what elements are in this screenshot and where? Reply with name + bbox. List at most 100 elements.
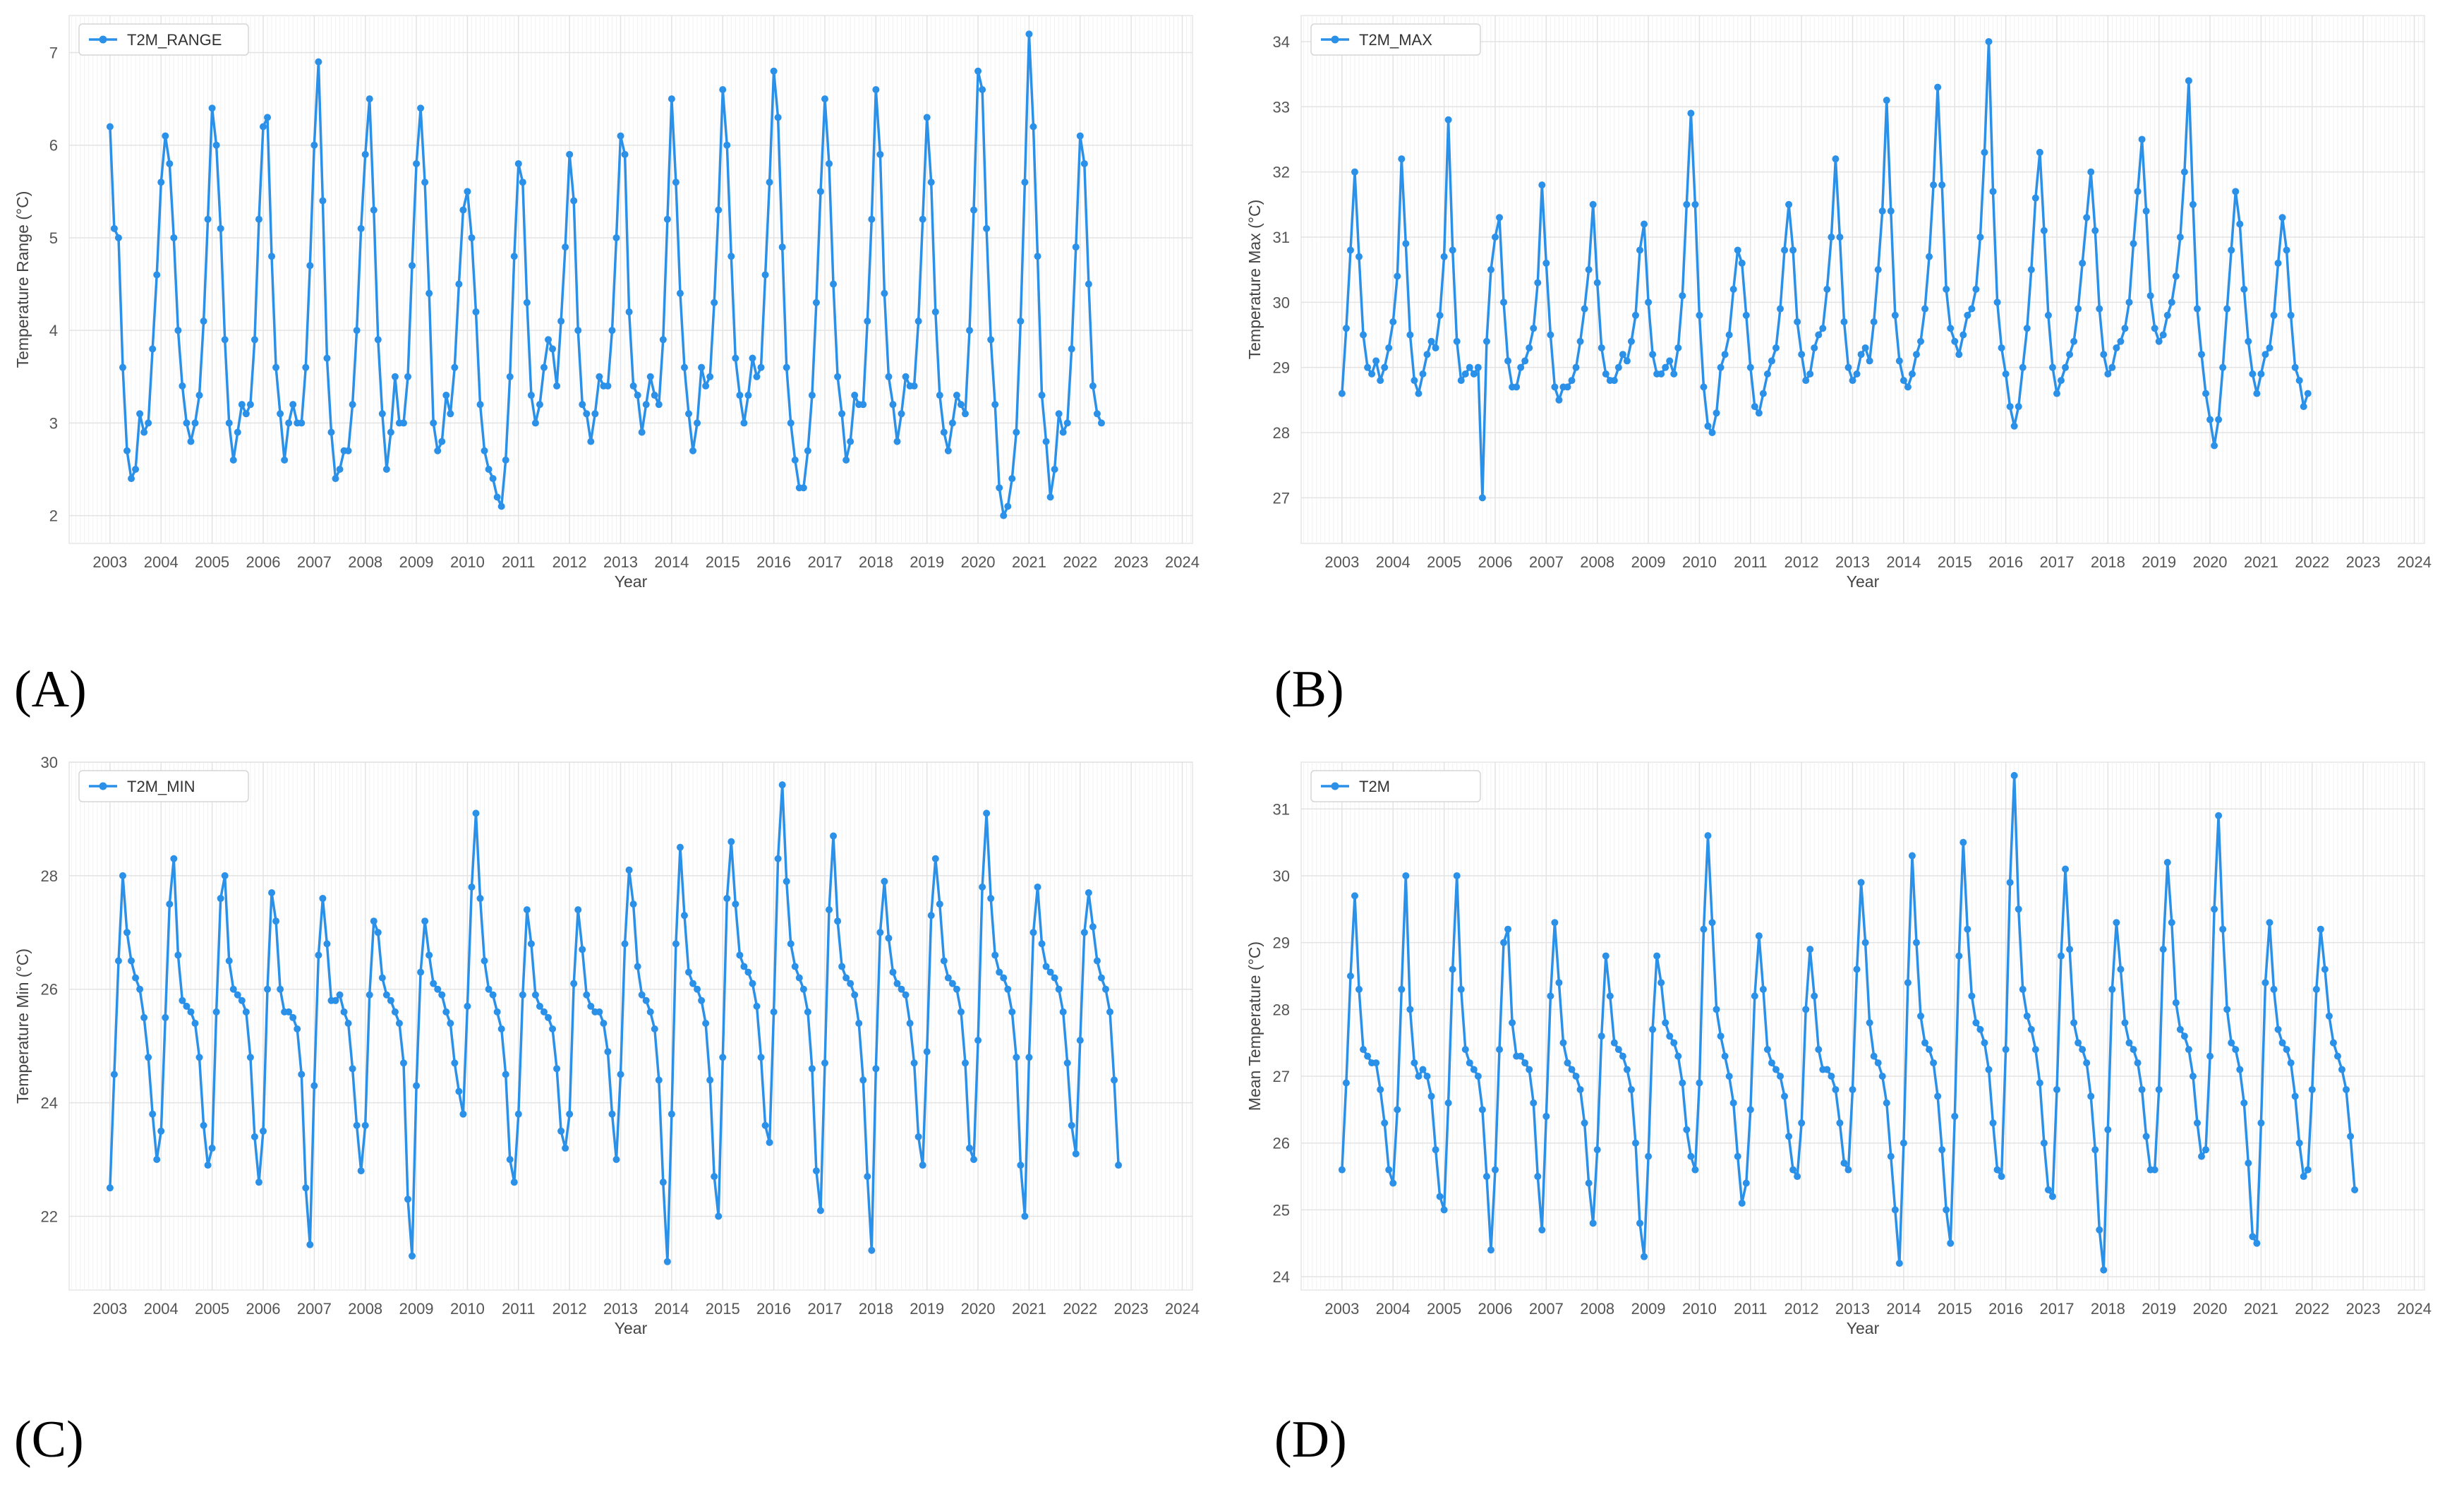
data-point [676,289,684,297]
data-point [1017,318,1025,325]
data-point [1641,220,1648,228]
data-point [2053,390,2060,397]
data-point [1772,1066,1780,1073]
data-point [2006,403,2014,411]
data-point [510,253,518,260]
data-point [1844,1166,1852,1174]
data-point [1717,1032,1725,1040]
data-point [1849,1085,1856,1093]
x-tick-label: 2018 [2091,1300,2125,1318]
data-point [1742,311,1750,319]
data-point [409,262,416,270]
data-point [1419,370,1427,378]
data-point [1389,1179,1397,1187]
x-tick-label: 2019 [2142,553,2176,571]
data-point [770,1008,778,1016]
data-point [2027,1025,2035,1033]
panel-label-a: (A) [14,661,87,718]
data-point [212,1008,220,1016]
data-point [200,318,207,325]
data-point [1093,410,1101,418]
data-point [1402,240,1410,248]
data-point [417,104,425,112]
data-point [545,336,552,344]
data-point [2023,325,2031,332]
data-point [114,234,122,241]
data-point [711,1173,718,1181]
data-point [1912,939,1920,946]
x-tick-label: 2020 [2193,1300,2228,1318]
data-point [2338,1066,2346,1073]
data-point [1840,1159,1848,1167]
data-point [1115,1162,1123,1169]
data-point [2317,925,2324,933]
data-point [1415,390,1423,397]
data-point [651,392,658,399]
y-axis-label: Temperature Max (°C) [1245,200,1264,359]
data-point [2180,1032,2188,1040]
data-point [1034,253,1041,260]
data-point [766,1138,773,1146]
data-point [1351,168,1358,176]
x-tick-label: 2011 [1734,1300,1767,1318]
data-point [1708,429,1716,437]
chart-svg-b: 2003 2004 2005 2006 2007 2008 2009 2010 2011 2012… [1245,15,2432,591]
data-point [1866,357,1873,365]
y-tick-label: 28 [41,867,58,885]
data-point [914,1133,922,1140]
data-point [451,1059,459,1067]
data-point [2104,1126,2112,1133]
data-point [1657,370,1665,378]
data-point [200,1121,207,1129]
data-point [2083,214,2091,222]
data-point [1708,919,1716,927]
data-point [2189,1073,2197,1080]
data-point [2223,305,2231,313]
data-point [579,946,586,953]
data-point [1662,363,1669,371]
data-point [987,336,995,344]
data-point [1985,1066,1993,1073]
data-point [468,883,476,891]
data-point [1598,1032,1605,1040]
data-point [1534,1173,1542,1181]
data-point [646,373,654,380]
data-point [2236,1066,2244,1073]
data-point [732,354,739,362]
data-point [668,95,675,103]
data-point [744,392,752,399]
data-point [195,392,203,399]
data-point [2121,1019,2129,1027]
data-point [2304,1166,2312,1174]
data-point [1908,852,1916,860]
minor-grid-a [71,16,1192,543]
data-point [2091,1146,2099,1154]
data-point [132,466,140,474]
data-point [872,1065,880,1073]
data-point [2031,1046,2039,1054]
data-point [983,809,991,817]
data-point [625,866,633,874]
x-tick-label: 2014 [654,1300,689,1318]
data-point [502,1071,509,1078]
data-point [579,401,586,409]
data-point [519,991,526,999]
data-point [1089,923,1097,931]
data-point [2274,1025,2282,1033]
data-point [685,968,693,976]
data-point [306,1241,314,1248]
data-point [1844,363,1852,371]
x-tick-label: 2004 [1376,553,1411,571]
data-point [1470,1066,1478,1073]
legend-label: T2M_MIN [127,778,195,795]
x-tick-label: 2012 [1784,1300,1819,1318]
x-tick-label: 2014 [1886,553,1921,571]
data-point [881,289,888,297]
data-point [1759,985,1767,993]
data-point [2236,220,2244,228]
data-point [514,1110,522,1118]
y-tick-label: 32 [1273,164,1290,181]
data-point [1517,1052,1525,1060]
data-point [187,1008,195,1016]
data-point [2189,200,2197,208]
